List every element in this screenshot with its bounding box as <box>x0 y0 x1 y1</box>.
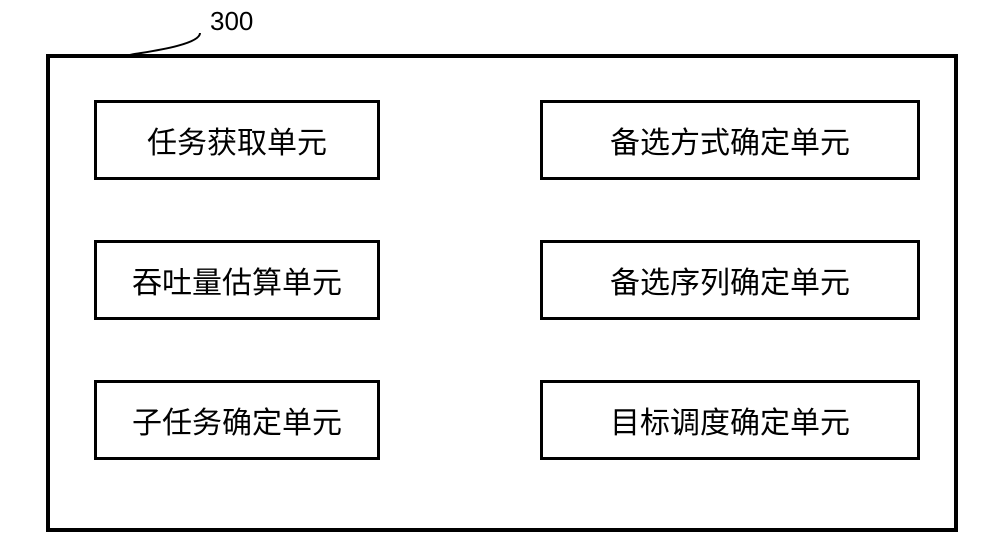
box-350: 备选序列确定单元 <box>540 240 920 320</box>
ref-label-300: 300 <box>210 6 253 37</box>
diagram-canvas: 300 任务获取单元 310 吞吐量估算单元 320 子任务确定单元 330 备… <box>0 0 1000 556</box>
box-350-label: 备选序列确定单元 <box>610 258 850 302</box>
box-340: 备选方式确定单元 <box>540 100 920 180</box>
box-360: 目标调度确定单元 <box>540 380 920 460</box>
box-330-label: 子任务确定单元 <box>132 398 342 442</box>
box-320: 吞吐量估算单元 <box>94 240 380 320</box>
box-340-label: 备选方式确定单元 <box>610 118 850 162</box>
box-320-label: 吞吐量估算单元 <box>132 258 342 302</box>
box-360-label: 目标调度确定单元 <box>610 398 850 442</box>
box-310-label: 任务获取单元 <box>147 118 327 162</box>
box-330: 子任务确定单元 <box>94 380 380 460</box>
box-310: 任务获取单元 <box>94 100 380 180</box>
